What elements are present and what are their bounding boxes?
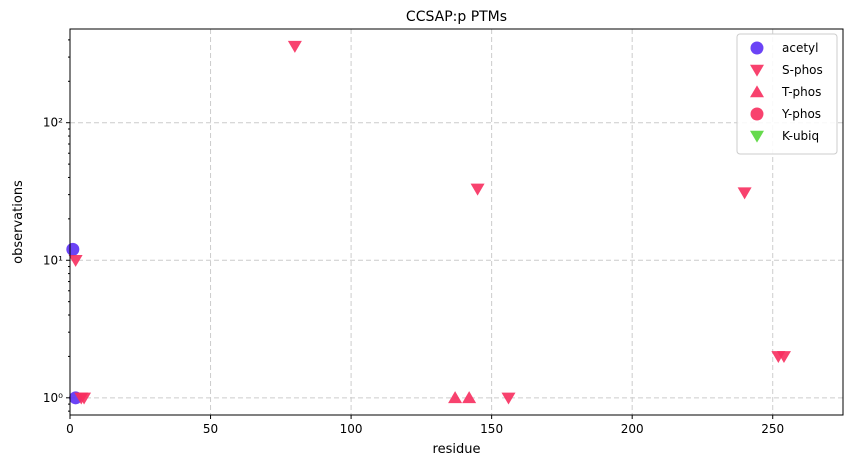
y-axis-ticks: 10⁰ 10¹ 10² bbox=[43, 39, 70, 412]
legend-marker-Y-phos bbox=[750, 107, 764, 121]
plot-frame bbox=[69, 28, 844, 416]
legend-box bbox=[736, 33, 838, 155]
T-phos-point bbox=[462, 391, 477, 404]
x-tick-label: 100 bbox=[340, 422, 363, 436]
legend-label-K-ubiq: K-ubiq bbox=[782, 129, 819, 143]
y-tick-label: 10² bbox=[43, 116, 63, 130]
x-tick-label: 50 bbox=[203, 422, 218, 436]
S-phos-point bbox=[287, 40, 302, 53]
legend-label-acetyl: acetyl bbox=[782, 41, 818, 55]
legend-label-Y-phos: Y-phos bbox=[781, 107, 821, 121]
legend-label-S-phos: S-phos bbox=[782, 63, 823, 77]
acetyl-point bbox=[66, 242, 80, 256]
y-tick-label: 10⁰ bbox=[43, 391, 63, 405]
S-phos-point bbox=[776, 351, 791, 364]
legend-marker-K-ubiq bbox=[750, 130, 764, 143]
S-phos-point bbox=[737, 187, 752, 200]
chart-title: CCSAP:p PTMs bbox=[406, 9, 507, 25]
data-points bbox=[66, 40, 791, 405]
S-phos-point bbox=[501, 392, 516, 405]
legend-label-T-phos: T-phos bbox=[781, 85, 821, 99]
x-tick-label: 150 bbox=[480, 422, 503, 436]
x-tick-label: 200 bbox=[621, 422, 644, 436]
y-tick-label: 10¹ bbox=[43, 253, 63, 267]
x-tick-label: 0 bbox=[66, 422, 74, 436]
legend-marker-T-phos bbox=[750, 85, 764, 98]
x-tick-label: 250 bbox=[761, 422, 784, 436]
legend: acetyl S-phos T-phos Y-phos K-ubiq bbox=[736, 33, 838, 155]
legend-marker-S-phos bbox=[750, 64, 764, 77]
x-axis-ticks: 0 50 100 150 200 250 bbox=[66, 415, 784, 436]
S-phos-point bbox=[470, 183, 485, 196]
S-phos-point bbox=[68, 255, 83, 267]
legend-marker-acetyl bbox=[750, 41, 764, 55]
S-phos-point bbox=[77, 392, 92, 405]
y-axis-label: observations bbox=[11, 180, 26, 264]
grid-lines bbox=[69, 29, 843, 415]
x-axis-label: residue bbox=[433, 442, 481, 457]
T-phos-point bbox=[448, 391, 463, 404]
